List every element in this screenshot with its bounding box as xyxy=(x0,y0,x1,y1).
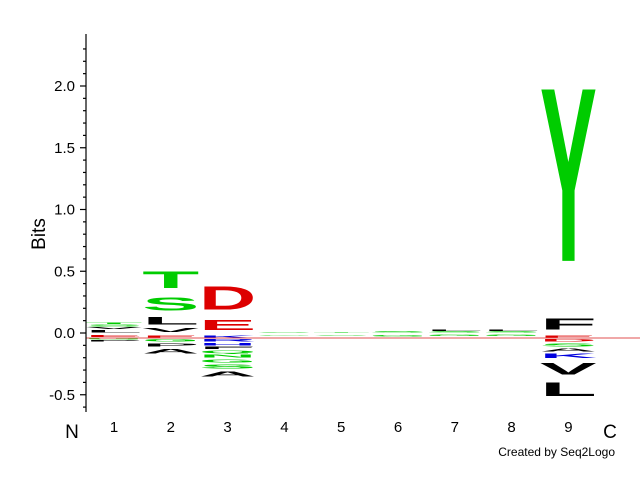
logo-letter-l: L xyxy=(483,329,540,331)
logo-letter-n: N xyxy=(199,353,256,358)
n-terminus-label: N xyxy=(65,422,79,443)
position-label: 7 xyxy=(451,419,459,436)
logo-letter-a: A xyxy=(540,347,597,352)
logo-letter-s: S xyxy=(370,331,427,333)
position-label: 2 xyxy=(167,419,175,436)
position-label: 8 xyxy=(507,419,515,436)
logo-letter-s: S xyxy=(313,335,370,336)
logo-letter-s: S xyxy=(199,363,256,369)
logo-letter-g: G xyxy=(426,335,483,336)
logo-letter-s: S xyxy=(483,332,540,333)
logo-letter-e: E xyxy=(142,335,199,339)
y-tick-label: 1.0 xyxy=(54,202,75,219)
logo-letter-p: P xyxy=(86,340,143,342)
logo-letter-s: S xyxy=(540,342,597,347)
logo-letter-g: G xyxy=(199,358,256,363)
logo-letter-q: Q xyxy=(199,350,256,354)
y-tick-label: 1.5 xyxy=(54,140,75,157)
logo-letter-e: E xyxy=(199,317,256,333)
logo-letter-r: R xyxy=(199,339,256,343)
logo-letters: LVSTEGPVLSTEGPAEDKRHFQNGSASGTSSGSLGSLGFY… xyxy=(86,36,597,400)
logo-letter-g: G xyxy=(483,335,540,336)
y-tick-label: 2.0 xyxy=(54,78,75,95)
c-terminus-label: C xyxy=(603,422,617,443)
logo-letter-f: F xyxy=(199,346,256,350)
logo-letter-l: L xyxy=(540,378,597,400)
y-tick-label: -0.5 xyxy=(49,387,75,404)
logo-letter-e: E xyxy=(86,335,143,337)
logo-letter-s: S xyxy=(86,324,143,326)
logo-letter-v: V xyxy=(540,360,597,378)
logo-letter-t: T xyxy=(86,322,143,324)
position-label: 1 xyxy=(110,419,118,436)
logo-letter-g: G xyxy=(86,337,143,339)
y-tick-label: 0.0 xyxy=(54,325,75,342)
logo-letter-p: P xyxy=(142,342,199,347)
position-label: 6 xyxy=(394,419,402,436)
position-labels: 1 2 3 4 5 6 7 8 9 xyxy=(110,419,573,436)
position-label: 5 xyxy=(337,419,345,436)
y-tick-label: 0.5 xyxy=(54,263,75,280)
logo-letter-e: E xyxy=(540,335,597,339)
logo-letter-g: G xyxy=(256,335,313,336)
logo-letter-s: S xyxy=(142,294,199,315)
credit-text: Created by Seq2Logo xyxy=(498,445,615,459)
logo-letter-d: D xyxy=(540,339,597,343)
position-label: 4 xyxy=(280,419,288,436)
logo-letter-l: L xyxy=(142,315,199,327)
logo-letter-d: D xyxy=(199,280,256,317)
logo-letter-l: L xyxy=(426,329,483,331)
logo-letter-a: A xyxy=(142,347,199,354)
logo-letter-y: Y xyxy=(540,36,597,314)
logo-letter-s: S xyxy=(256,332,313,333)
position-label: 3 xyxy=(223,419,231,436)
logo-letter-a: A xyxy=(199,370,256,379)
position-label: 9 xyxy=(564,419,572,436)
logo-letter-v: V xyxy=(142,327,199,333)
logo-letter-h: H xyxy=(199,342,256,346)
logo-letter-s: S xyxy=(426,332,483,333)
logo-letter-t: T xyxy=(142,266,199,293)
logo-letter-f: F xyxy=(540,316,597,333)
y-axis-title: Bits xyxy=(29,218,50,250)
logo-letter-t: T xyxy=(313,332,370,333)
logo-letter-k: K xyxy=(199,335,256,339)
logo-letter-g: G xyxy=(370,335,427,337)
logo-letter-g: G xyxy=(142,339,199,343)
logo-letter-l: L xyxy=(86,329,143,333)
logo-letter-k: K xyxy=(540,352,597,359)
logo-letter-v: V xyxy=(86,327,143,329)
y-axis-ticks: -0.5 0.0 0.5 1.0 1.5 2.0 xyxy=(49,48,86,408)
